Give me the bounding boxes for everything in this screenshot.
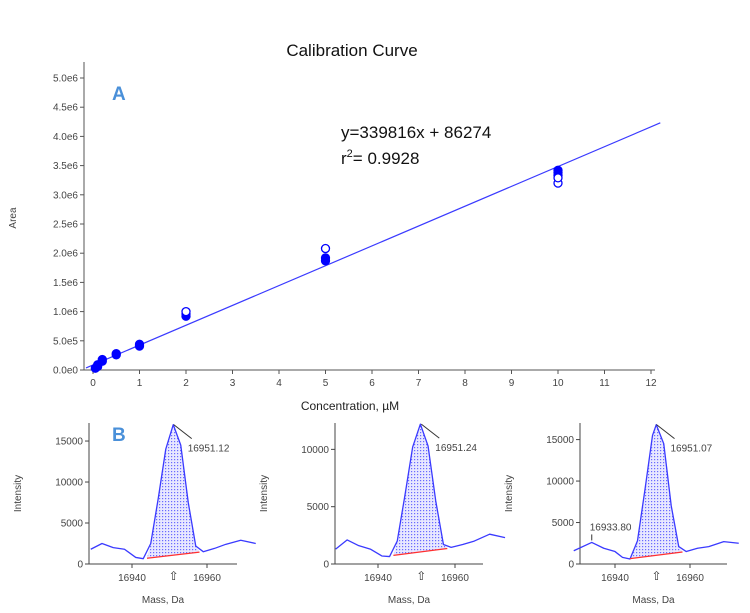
y-tick-label: 15000 xyxy=(546,435,574,446)
x-tick-label: 7 xyxy=(416,378,422,389)
x-tick-label: 1 xyxy=(137,378,143,389)
peak-label-leader xyxy=(420,423,440,439)
y-tick-label: 2.0e6 xyxy=(53,249,78,260)
y-tick-label: 2.5e6 xyxy=(53,220,78,231)
y-tick-label: 4.5e6 xyxy=(53,103,78,114)
y-tick-label: 5000 xyxy=(307,502,330,513)
peak-label: 16951.24 xyxy=(435,443,477,454)
y-tick-label: 1.0e6 xyxy=(53,307,78,318)
data-point xyxy=(111,348,121,359)
y-tick-label: 3.0e6 xyxy=(53,190,78,201)
x-axis-label: Mass, Da xyxy=(142,595,185,606)
y-axis-label: Intensity xyxy=(13,475,24,512)
x-tick-label: 16960 xyxy=(193,573,221,584)
spectrum-line xyxy=(573,424,739,560)
y-axis-label: Area xyxy=(8,207,19,229)
x-tick-label: 16960 xyxy=(441,573,469,584)
peak-marker-arrow-icon: ⇧ xyxy=(169,569,179,583)
excluded-data-point xyxy=(181,306,191,317)
x-tick-label: 10 xyxy=(552,378,564,389)
peak-area xyxy=(630,424,683,560)
baseline xyxy=(393,547,448,557)
x-tick-label: 9 xyxy=(509,378,515,389)
y-tick-label: 5.0e5 xyxy=(53,336,78,347)
x-tick-label: 16940 xyxy=(601,573,629,584)
y-tick-label: 10000 xyxy=(546,477,574,488)
spectrum-line xyxy=(335,423,506,558)
x-axis-label: Mass, Da xyxy=(388,595,431,606)
fit-equation: y=339816x + 86274 xyxy=(341,123,491,142)
baseline xyxy=(629,551,683,560)
chart-title: Calibration Curve xyxy=(286,41,417,60)
spectrum-panel-2: 0 5000 10000 16940 16960 Mass, Da Intensity 169… xyxy=(259,423,506,606)
data-point xyxy=(320,253,331,263)
x-tick-label: 16940 xyxy=(364,573,392,584)
panel-label-a: A xyxy=(112,84,126,105)
peak-label-leader xyxy=(173,424,193,440)
peak-label: 16951.12 xyxy=(188,444,230,455)
x-tick-label: 2 xyxy=(183,378,189,389)
x-tick-label: 5 xyxy=(323,378,329,389)
y-tick-label: 15000 xyxy=(55,437,83,448)
x-tick-label: 8 xyxy=(462,378,468,389)
y-axis-label: Intensity xyxy=(504,475,515,512)
y-tick-label: 0 xyxy=(323,560,329,571)
excluded-data-point xyxy=(553,173,563,183)
y-tick-label: 1.5e6 xyxy=(53,278,78,289)
peak-area xyxy=(147,424,200,559)
peak-area xyxy=(393,424,448,556)
x-tick-label: 4 xyxy=(276,378,282,389)
baseline xyxy=(146,551,200,559)
x-axis-label: Concentration, µM xyxy=(301,399,399,413)
y-tick-label: 0 xyxy=(77,560,83,571)
x-tick-label: 6 xyxy=(369,378,375,389)
peak-marker-arrow-icon: ⇧ xyxy=(416,569,426,583)
x-tick-label: 0 xyxy=(90,378,96,389)
peak-label-leader xyxy=(656,424,675,440)
spectrum-line xyxy=(90,423,256,560)
x-tick-label: 16960 xyxy=(676,573,704,584)
y-tick-label: 0.0e0 xyxy=(53,366,78,377)
x-tick-label: 12 xyxy=(645,378,657,389)
r-squared: r2= 0.9928 xyxy=(341,148,419,168)
spectrum-panel-1: 0 5000 10000 15000 16940 16960 Mass, Da Intensi… xyxy=(13,423,256,606)
y-tick-label: 0 xyxy=(568,560,574,571)
peak-label: 16951.07 xyxy=(671,444,713,455)
y-tick-label: 5000 xyxy=(61,519,84,530)
data-point xyxy=(553,165,563,175)
y-tick-label: 10000 xyxy=(301,445,329,456)
excluded-data-point xyxy=(320,243,331,254)
secondary-peak-label: 16933.80 xyxy=(590,522,632,533)
y-tick-label: 4.0e6 xyxy=(53,132,78,143)
panel-label-b: B xyxy=(112,425,126,446)
x-tick-label: 11 xyxy=(599,378,610,389)
y-tick-label: 5000 xyxy=(552,518,575,529)
x-tick-label: 3 xyxy=(230,378,236,389)
peak-marker-arrow-icon: ⇧ xyxy=(651,569,661,583)
x-axis-label: Mass, Da xyxy=(632,595,675,606)
y-tick-label: 10000 xyxy=(55,478,83,489)
data-point xyxy=(134,339,145,349)
data-point xyxy=(97,354,107,365)
x-tick-label: 16940 xyxy=(118,573,146,584)
y-axis-label: Intensity xyxy=(259,475,270,512)
y-tick-label: 5.0e6 xyxy=(53,74,78,85)
y-tick-label: 3.5e6 xyxy=(53,161,78,172)
fit-line xyxy=(85,122,661,369)
